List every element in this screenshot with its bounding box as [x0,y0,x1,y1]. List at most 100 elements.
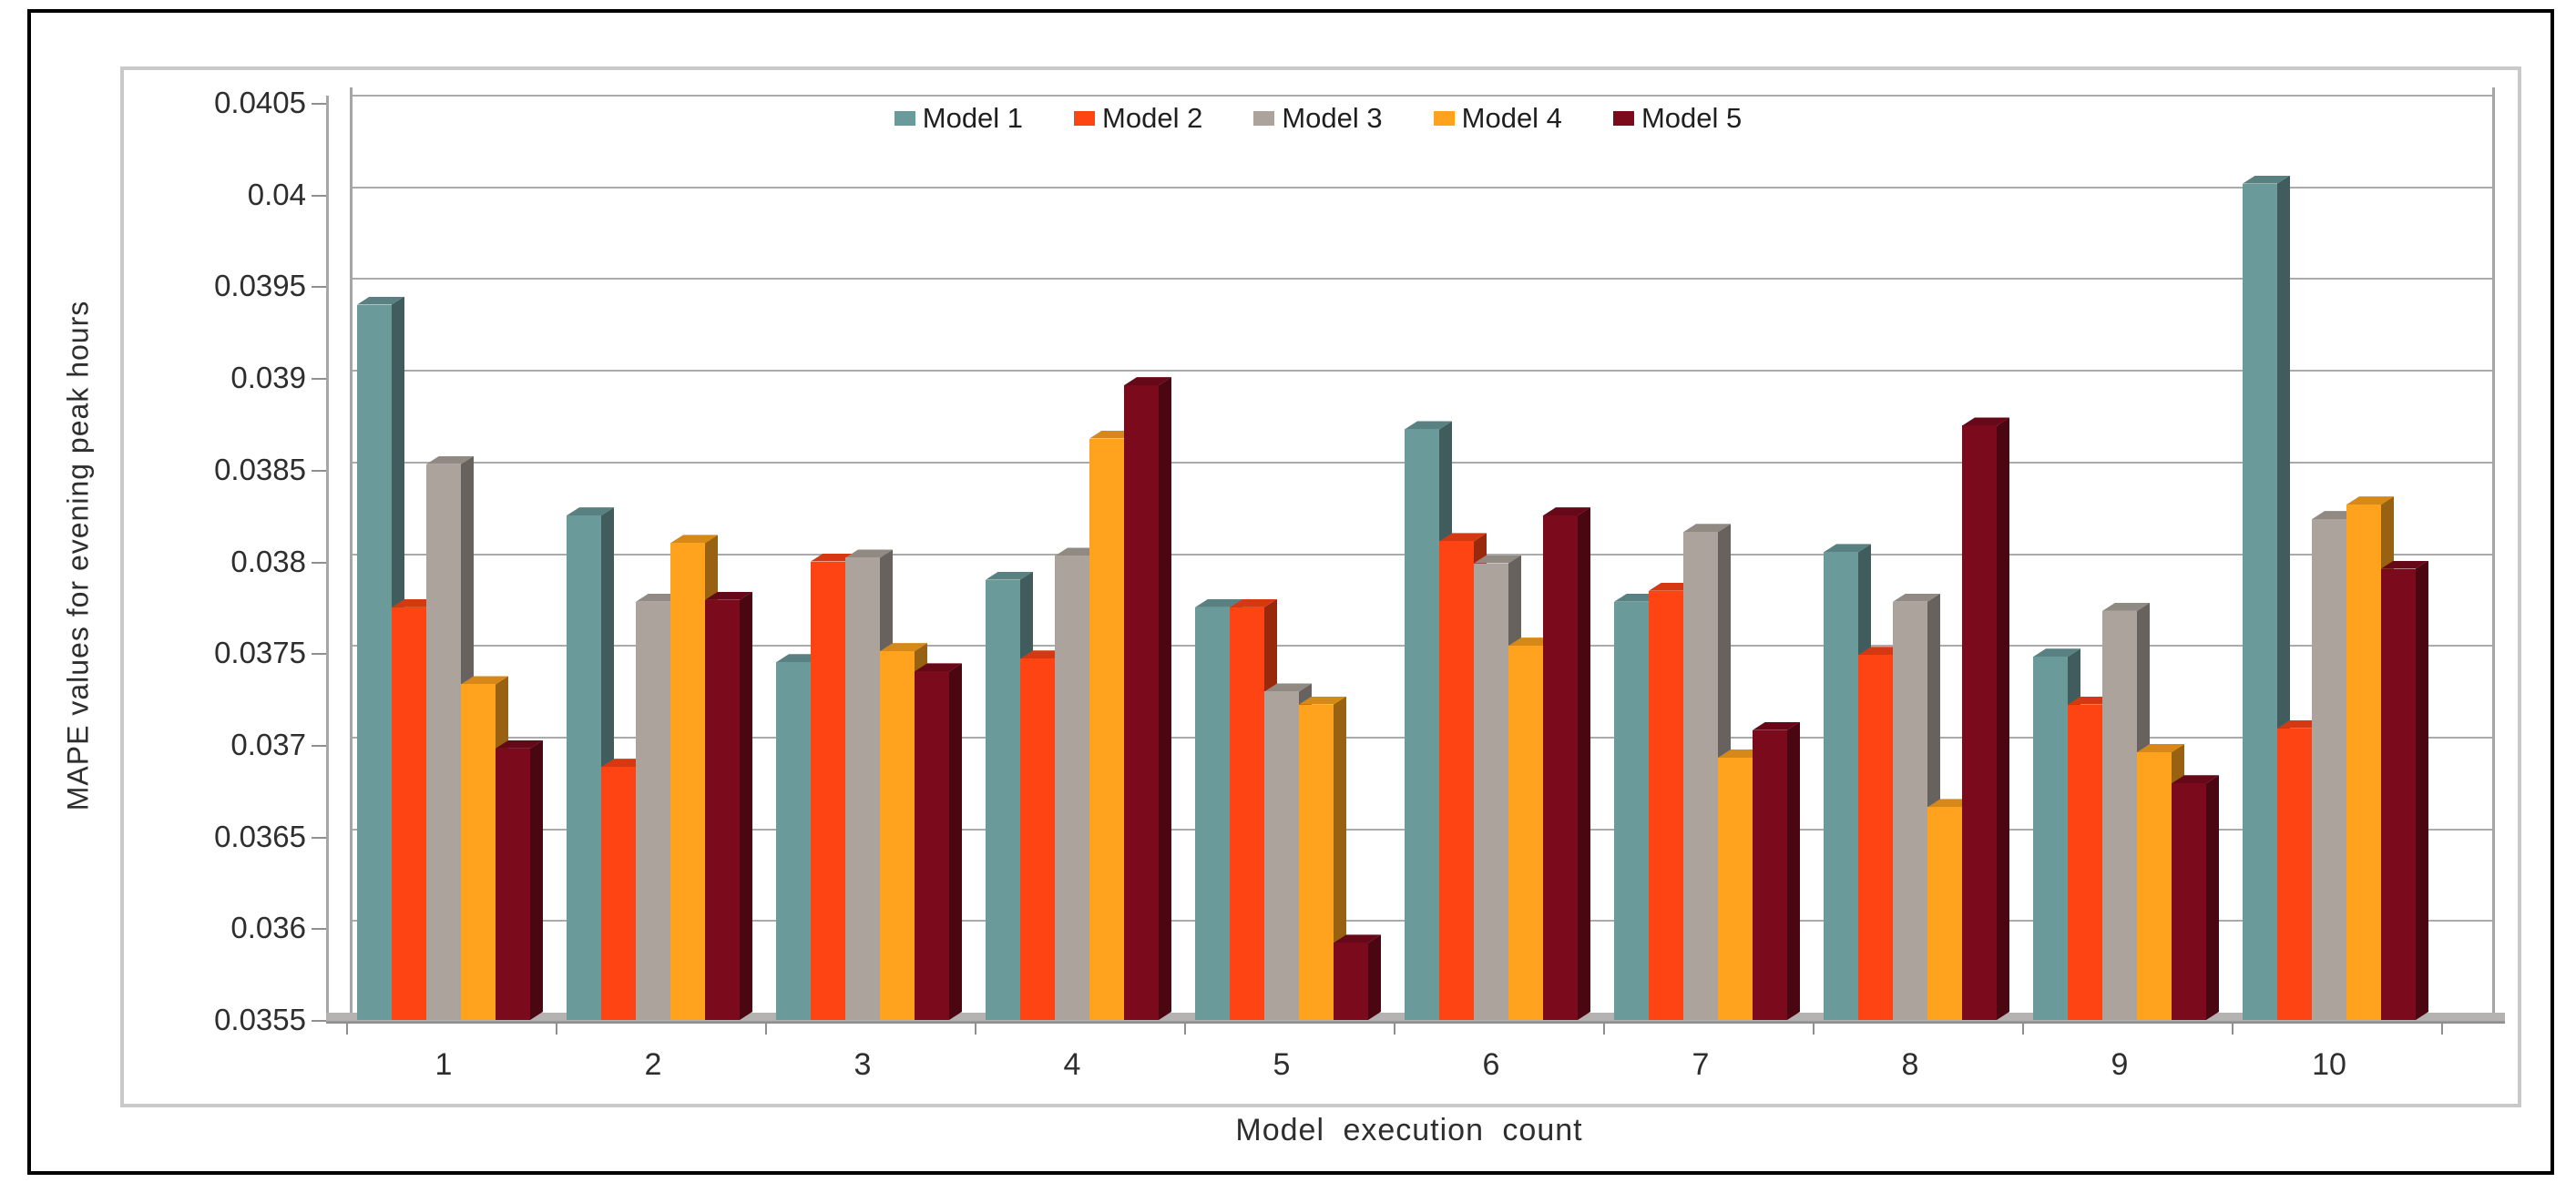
bar-model3-x3 [845,557,880,1020]
x-tick-mark [2232,1022,2234,1035]
bar-model2-x6 [1439,541,1474,1020]
bar-top-face [496,740,543,749]
bar-side-face [1578,507,1590,1020]
bar-model5-x7 [1753,729,1787,1020]
right-wall-line [2492,87,2495,1014]
y-gridline [350,278,2492,280]
bar-top-face [2102,603,2150,611]
bar-side-face [949,663,962,1020]
legend-label: Model 3 [1282,102,1383,134]
legend-label: Model 4 [1461,102,1562,134]
bar-top-face [1474,556,1521,564]
y-tick-mark [312,1020,326,1022]
bar-top-face [1543,507,1590,515]
x-tick-mark [1813,1022,1814,1035]
legend-item: Model 5 [1612,102,1742,135]
bar-top-face [2312,511,2359,519]
legend-item: Model 2 [1074,102,1202,135]
bar-top-face [1614,594,1661,602]
bar-top-face [567,507,614,515]
bar-model3-x1 [426,464,461,1020]
bar-model1-x3 [776,662,811,1020]
bar-model5-x1 [496,748,530,1020]
bar-model2-x8 [1858,655,1893,1020]
x-category-label: 4 [1063,1047,1081,1082]
y-tick-mark [312,744,326,747]
bar-side-face [530,740,543,1020]
y-tick-mark [312,378,326,381]
y-tick-label: 0.0355 [214,1003,306,1036]
bar-model1-x7 [1614,601,1649,1020]
x-category-label: 1 [434,1047,453,1082]
bar-model2-x9 [2068,704,2102,1020]
bar-model2-x1 [392,607,426,1020]
bar-top-face [601,759,649,767]
x-tick-mark [346,1022,348,1035]
x-tick-mark [2022,1022,2024,1035]
bar-top-face [1649,583,1696,591]
bar-model1-x1 [357,304,392,1020]
bar-top-face [880,643,927,651]
bar-model1-x4 [986,579,1020,1020]
bar-model4-x5 [1299,704,1334,1020]
bar-side-face [1368,934,1381,1020]
bar-top-face [1230,599,1277,607]
bar-top-face [1824,544,1871,552]
y-tick-mark [312,286,326,289]
y-tick-label: 0.04 [247,177,306,211]
legend-item: Model 3 [1253,102,1383,135]
bar-top-face [1405,421,1452,429]
bar-model5-x8 [1962,425,1997,1020]
x-axis-line [326,1022,2505,1024]
bar-top-face [461,676,508,684]
y-tick-label: 0.0365 [214,819,306,853]
y-tick-label: 0.036 [230,911,306,945]
legend-swatch-icon [894,111,915,126]
bar-top-face [392,599,439,607]
bar-top-face [2137,744,2184,752]
bar-top-face [776,654,823,662]
bar-model2-x7 [1649,590,1683,1020]
y-gridline [350,95,2492,97]
bar-top-face [1264,683,1312,691]
y-gridline [350,186,2492,189]
bar-top-face [915,663,962,671]
bar-top-face [1055,547,1102,556]
bar-top-face [1439,533,1487,541]
y-tick-label: 0.0385 [214,452,306,486]
bar-model4-x9 [2137,751,2172,1020]
bar-model5-x4 [1124,385,1159,1020]
bar-model5-x9 [2172,783,2206,1020]
bar-model1-x10 [2243,183,2277,1020]
x-category-label: 3 [854,1047,872,1082]
x-tick-mark [1184,1022,1186,1035]
x-category-label: 2 [644,1047,662,1082]
bar-model3-x6 [1474,563,1508,1020]
bar-model4-x3 [880,651,915,1020]
legend-item: Model 4 [1433,102,1562,135]
bar-model3-x10 [2312,519,2346,1020]
bar-top-face [2346,496,2394,505]
bar-top-face [811,554,858,562]
bar-model3-x8 [1893,601,1927,1020]
y-axis-back-wall-line [350,87,353,1014]
bar-model1-x5 [1195,607,1230,1020]
bar-top-face [845,549,893,557]
bar-top-face [1858,647,1906,655]
bar-top-face [1020,650,1068,658]
bar-top-face [1683,524,1731,532]
x-axis-title: Model execution count [1235,1113,1583,1147]
x-category-label: 7 [1692,1047,1710,1082]
bar-model3-x9 [2102,610,2137,1020]
bar-model4-x2 [670,543,705,1020]
x-category-label: 8 [1901,1047,1919,1082]
bar-top-face [1299,697,1346,705]
x-category-label: 6 [1482,1047,1500,1082]
bar-top-face [2033,648,2080,657]
x-tick-mark [765,1022,767,1035]
y-tick-mark [312,469,326,472]
legend-swatch-icon [1074,111,1096,126]
bar-side-face [1997,417,2009,1020]
legend-swatch-icon [1612,111,1634,126]
bar-model3-x7 [1683,532,1718,1020]
